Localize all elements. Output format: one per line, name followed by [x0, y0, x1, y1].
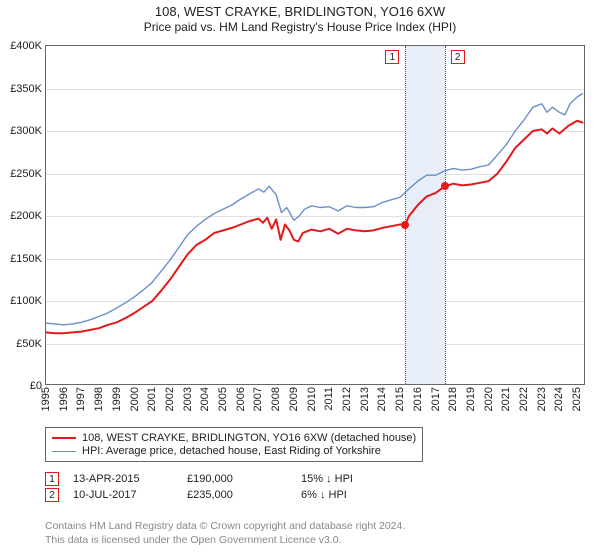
chart-subtitle: Price paid vs. HM Land Registry's House …	[0, 20, 600, 34]
x-tick-label: 2017	[430, 387, 442, 411]
x-tick-label: 2006	[235, 387, 247, 411]
x-tick-label: 2025	[571, 387, 583, 411]
x-tick-label: 2004	[199, 387, 211, 411]
x-tick-label: 2000	[129, 387, 141, 411]
x-tick-label: 2002	[164, 387, 176, 411]
sales-row-price: £190,000	[187, 473, 287, 485]
x-tick-label: 2012	[341, 387, 353, 411]
x-tick-label: 2015	[394, 387, 406, 411]
y-tick-label: £400K	[10, 40, 42, 52]
x-tick-label: 2003	[182, 387, 194, 411]
sales-row-tag: 2	[45, 488, 59, 502]
footer-credits: Contains HM Land Registry data © Crown c…	[45, 520, 405, 547]
sales-row-delta: 6% ↓ HPI	[301, 489, 401, 501]
sales-row: 2 10-JUL-2017 £235,000 6% ↓ HPI	[45, 488, 401, 502]
sales-row-tag: 1	[45, 472, 59, 486]
y-tick-label: £100K	[10, 295, 42, 307]
y-tick-label: £300K	[10, 125, 42, 137]
chart-title: 108, WEST CRAYKE, BRIDLINGTON, YO16 6XW	[0, 4, 600, 19]
x-tick-label: 2011	[323, 387, 335, 411]
legend-label: 108, WEST CRAYKE, BRIDLINGTON, YO16 6XW …	[82, 432, 416, 444]
sales-row-delta: 15% ↓ HPI	[301, 473, 401, 485]
x-tick-label: 2016	[412, 387, 424, 411]
y-tick-label: £200K	[10, 210, 42, 222]
sales-row: 1 13-APR-2015 £190,000 15% ↓ HPI	[45, 472, 401, 486]
legend-label: HPI: Average price, detached house, East…	[82, 445, 381, 457]
x-tick-label: 2014	[376, 387, 388, 411]
sales-table: 1 13-APR-2015 £190,000 15% ↓ HPI 2 10-JUL-201…	[45, 470, 401, 504]
x-tick-label: 2018	[447, 387, 459, 411]
x-tick-label: 2020	[483, 387, 495, 411]
chart-series-svg	[46, 46, 586, 386]
x-tick-label: 2019	[465, 387, 477, 411]
legend-swatch	[52, 437, 76, 439]
x-tick-label: 2008	[270, 387, 282, 411]
x-tick-label: 2022	[518, 387, 530, 411]
x-tick-label: 2024	[553, 387, 565, 411]
x-tick-label: 1998	[93, 387, 105, 411]
legend-box: 108, WEST CRAYKE, BRIDLINGTON, YO16 6XW …	[45, 427, 423, 462]
legend-swatch	[52, 451, 76, 452]
sales-row-date: 13-APR-2015	[73, 473, 173, 485]
legend-row: 108, WEST CRAYKE, BRIDLINGTON, YO16 6XW …	[52, 432, 416, 444]
x-tick-label: 2005	[217, 387, 229, 411]
series-hpi	[46, 94, 583, 325]
footer-line: Contains HM Land Registry data © Crown c…	[45, 520, 405, 534]
x-tick-label: 2001	[146, 387, 158, 411]
x-tick-label: 2013	[359, 387, 371, 411]
x-tick-label: 1997	[75, 387, 87, 411]
chart-plot-area: £0£50K£100K£150K£200K£250K£300K£350K£400…	[45, 45, 585, 385]
x-tick-label: 2023	[536, 387, 548, 411]
x-tick-label: 2010	[306, 387, 318, 411]
x-tick-label: 2021	[500, 387, 512, 411]
x-tick-label: 2007	[252, 387, 264, 411]
x-tick-label: 2009	[288, 387, 300, 411]
y-tick-label: £50K	[16, 338, 42, 350]
legend-row: HPI: Average price, detached house, East…	[52, 445, 416, 457]
x-tick-label: 1995	[40, 387, 52, 411]
sales-row-date: 10-JUL-2017	[73, 489, 173, 501]
y-tick-label: £150K	[10, 253, 42, 265]
x-tick-label: 1999	[111, 387, 123, 411]
x-tick-label: 1996	[58, 387, 70, 411]
y-tick-label: £250K	[10, 168, 42, 180]
y-tick-label: £350K	[10, 83, 42, 95]
footer-line: This data is licensed under the Open Gov…	[45, 534, 405, 548]
sales-row-price: £235,000	[187, 489, 287, 501]
